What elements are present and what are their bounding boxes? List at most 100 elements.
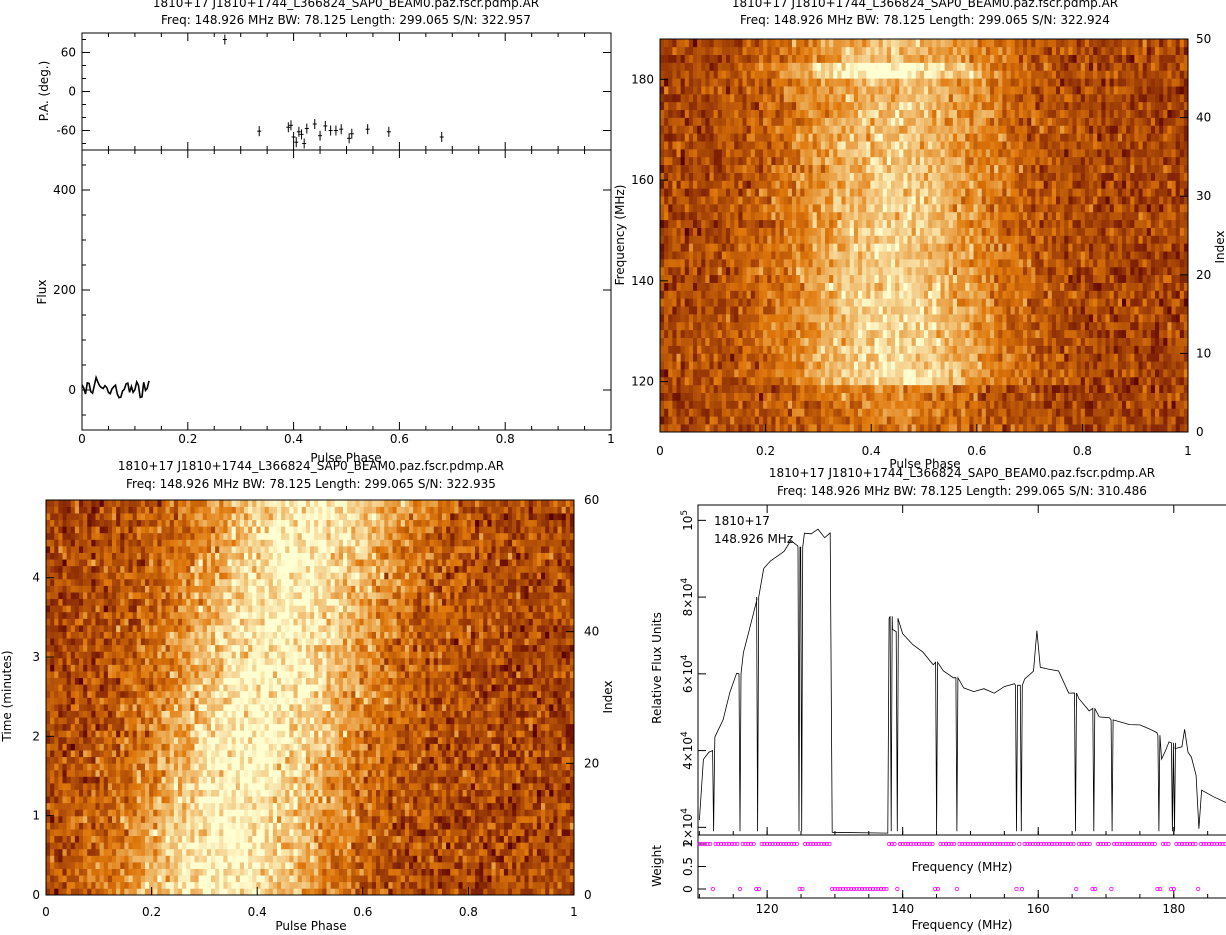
heatmap-cell — [936, 384, 941, 393]
heatmap-cell — [957, 298, 962, 307]
heatmap-cell — [1109, 211, 1115, 221]
heatmap-cell — [1159, 235, 1164, 244]
heatmap-cell — [787, 180, 793, 189]
heatmap-cell — [804, 298, 809, 307]
heatmap-cell — [660, 204, 665, 213]
heatmap-cell — [668, 376, 673, 386]
heatmap-cell — [1167, 314, 1172, 323]
heatmap-cell — [796, 337, 801, 346]
heatmap-cell — [1126, 164, 1131, 173]
heatmap-cell — [1101, 353, 1106, 362]
heatmap-cell — [1064, 306, 1069, 315]
heatmap-cell — [709, 204, 714, 213]
heatmap-cell — [985, 384, 991, 393]
heatmap-cell — [957, 314, 962, 323]
heatmap-cell — [680, 259, 686, 268]
heatmap-cell — [800, 400, 805, 409]
heatmap-cell — [750, 298, 756, 307]
heatmap-cell — [1010, 321, 1016, 331]
heatmap-cell — [858, 384, 863, 393]
heatmap-cell — [1076, 219, 1082, 228]
heatmap-cell — [1109, 227, 1115, 236]
heatmap-cell — [763, 290, 768, 299]
heatmap-cell — [701, 156, 706, 166]
heatmap-cell — [1155, 219, 1160, 228]
heatmap-cell — [862, 243, 867, 252]
heatmap-cell — [1002, 353, 1007, 362]
heatmap-cell — [721, 306, 727, 315]
heatmap-cell — [1138, 211, 1143, 221]
heatmap-cell — [1027, 141, 1032, 150]
heatmap-cell — [833, 188, 838, 197]
heatmap-cell — [808, 353, 813, 362]
heatmap-cell — [866, 384, 871, 393]
heatmap-cell — [688, 133, 694, 142]
heatmap-cell — [990, 290, 995, 299]
heatmap-cell — [895, 141, 900, 150]
heatmap-cell — [676, 416, 681, 425]
heatmap-cell — [672, 235, 677, 244]
heatmap-cell — [919, 314, 925, 323]
heatmap-cell — [775, 235, 780, 244]
heatmap-cell — [754, 384, 760, 393]
heatmap-cell — [1167, 243, 1172, 252]
heatmap-cell — [936, 149, 941, 158]
heatmap-cell — [981, 274, 987, 283]
heatmap-cell — [767, 172, 772, 181]
heatmap-cell — [1117, 337, 1123, 346]
heatmap-cell — [676, 337, 681, 346]
heatmap-cell — [759, 259, 764, 268]
heatmap-cell — [730, 251, 735, 260]
heatmap-cell — [697, 164, 702, 173]
heatmap-cell — [849, 353, 855, 362]
heatmap-cell — [1183, 204, 1189, 213]
heatmap-cell — [664, 227, 669, 236]
heatmap-cell — [932, 180, 937, 189]
heatmap-cell — [717, 329, 723, 338]
heatmap-cell — [862, 345, 867, 354]
heatmap-cell — [998, 235, 1003, 244]
heatmap-cell — [1043, 384, 1049, 393]
heatmap-cell — [833, 211, 838, 221]
heatmap-cell — [660, 133, 665, 142]
heatmap-cell — [701, 164, 706, 173]
heatmap-cell — [825, 180, 830, 189]
heatmap-cell — [1155, 211, 1160, 221]
heatmap-cell — [952, 282, 958, 291]
heatmap-cell — [919, 164, 925, 173]
heatmap-cell — [717, 321, 723, 331]
heatmap-cell — [833, 298, 838, 307]
heatmap-cell — [1142, 329, 1148, 338]
heatmap-cell — [1027, 369, 1032, 378]
heatmap-cell — [721, 298, 727, 307]
heatmap-cell — [1171, 164, 1176, 173]
heatmap-cell — [1051, 204, 1057, 213]
heatmap-cell — [688, 243, 694, 252]
heatmap-cell — [1130, 211, 1135, 221]
heatmap-cell — [1006, 416, 1011, 425]
heatmap-cell — [787, 188, 793, 197]
heatmap-cell — [1138, 266, 1143, 276]
heatmap-cell — [1068, 188, 1073, 197]
heatmap-cell — [668, 416, 673, 425]
heatmap-cell — [767, 337, 772, 346]
heatmap-cell — [911, 384, 917, 393]
heatmap-cell — [886, 204, 892, 213]
heatmap-cell — [998, 329, 1003, 338]
heatmap-cell — [977, 243, 983, 252]
heatmap-cell — [1027, 282, 1032, 291]
heatmap-cell — [775, 274, 780, 283]
heatmap-cell — [862, 282, 867, 291]
heatmap-cell — [862, 392, 867, 401]
heatmap-cell — [1080, 376, 1086, 386]
heatmap-cell — [684, 376, 690, 386]
heatmap-cell — [977, 219, 983, 228]
heatmap-cell — [820, 188, 826, 197]
heatmap-cell — [820, 227, 826, 236]
heatmap-cell — [1080, 392, 1086, 401]
heatmap-cell — [973, 251, 978, 260]
heatmap-cell — [684, 251, 690, 260]
heatmap-cell — [853, 416, 859, 425]
heatmap-cell — [837, 353, 842, 362]
heatmap-cell — [853, 306, 859, 315]
